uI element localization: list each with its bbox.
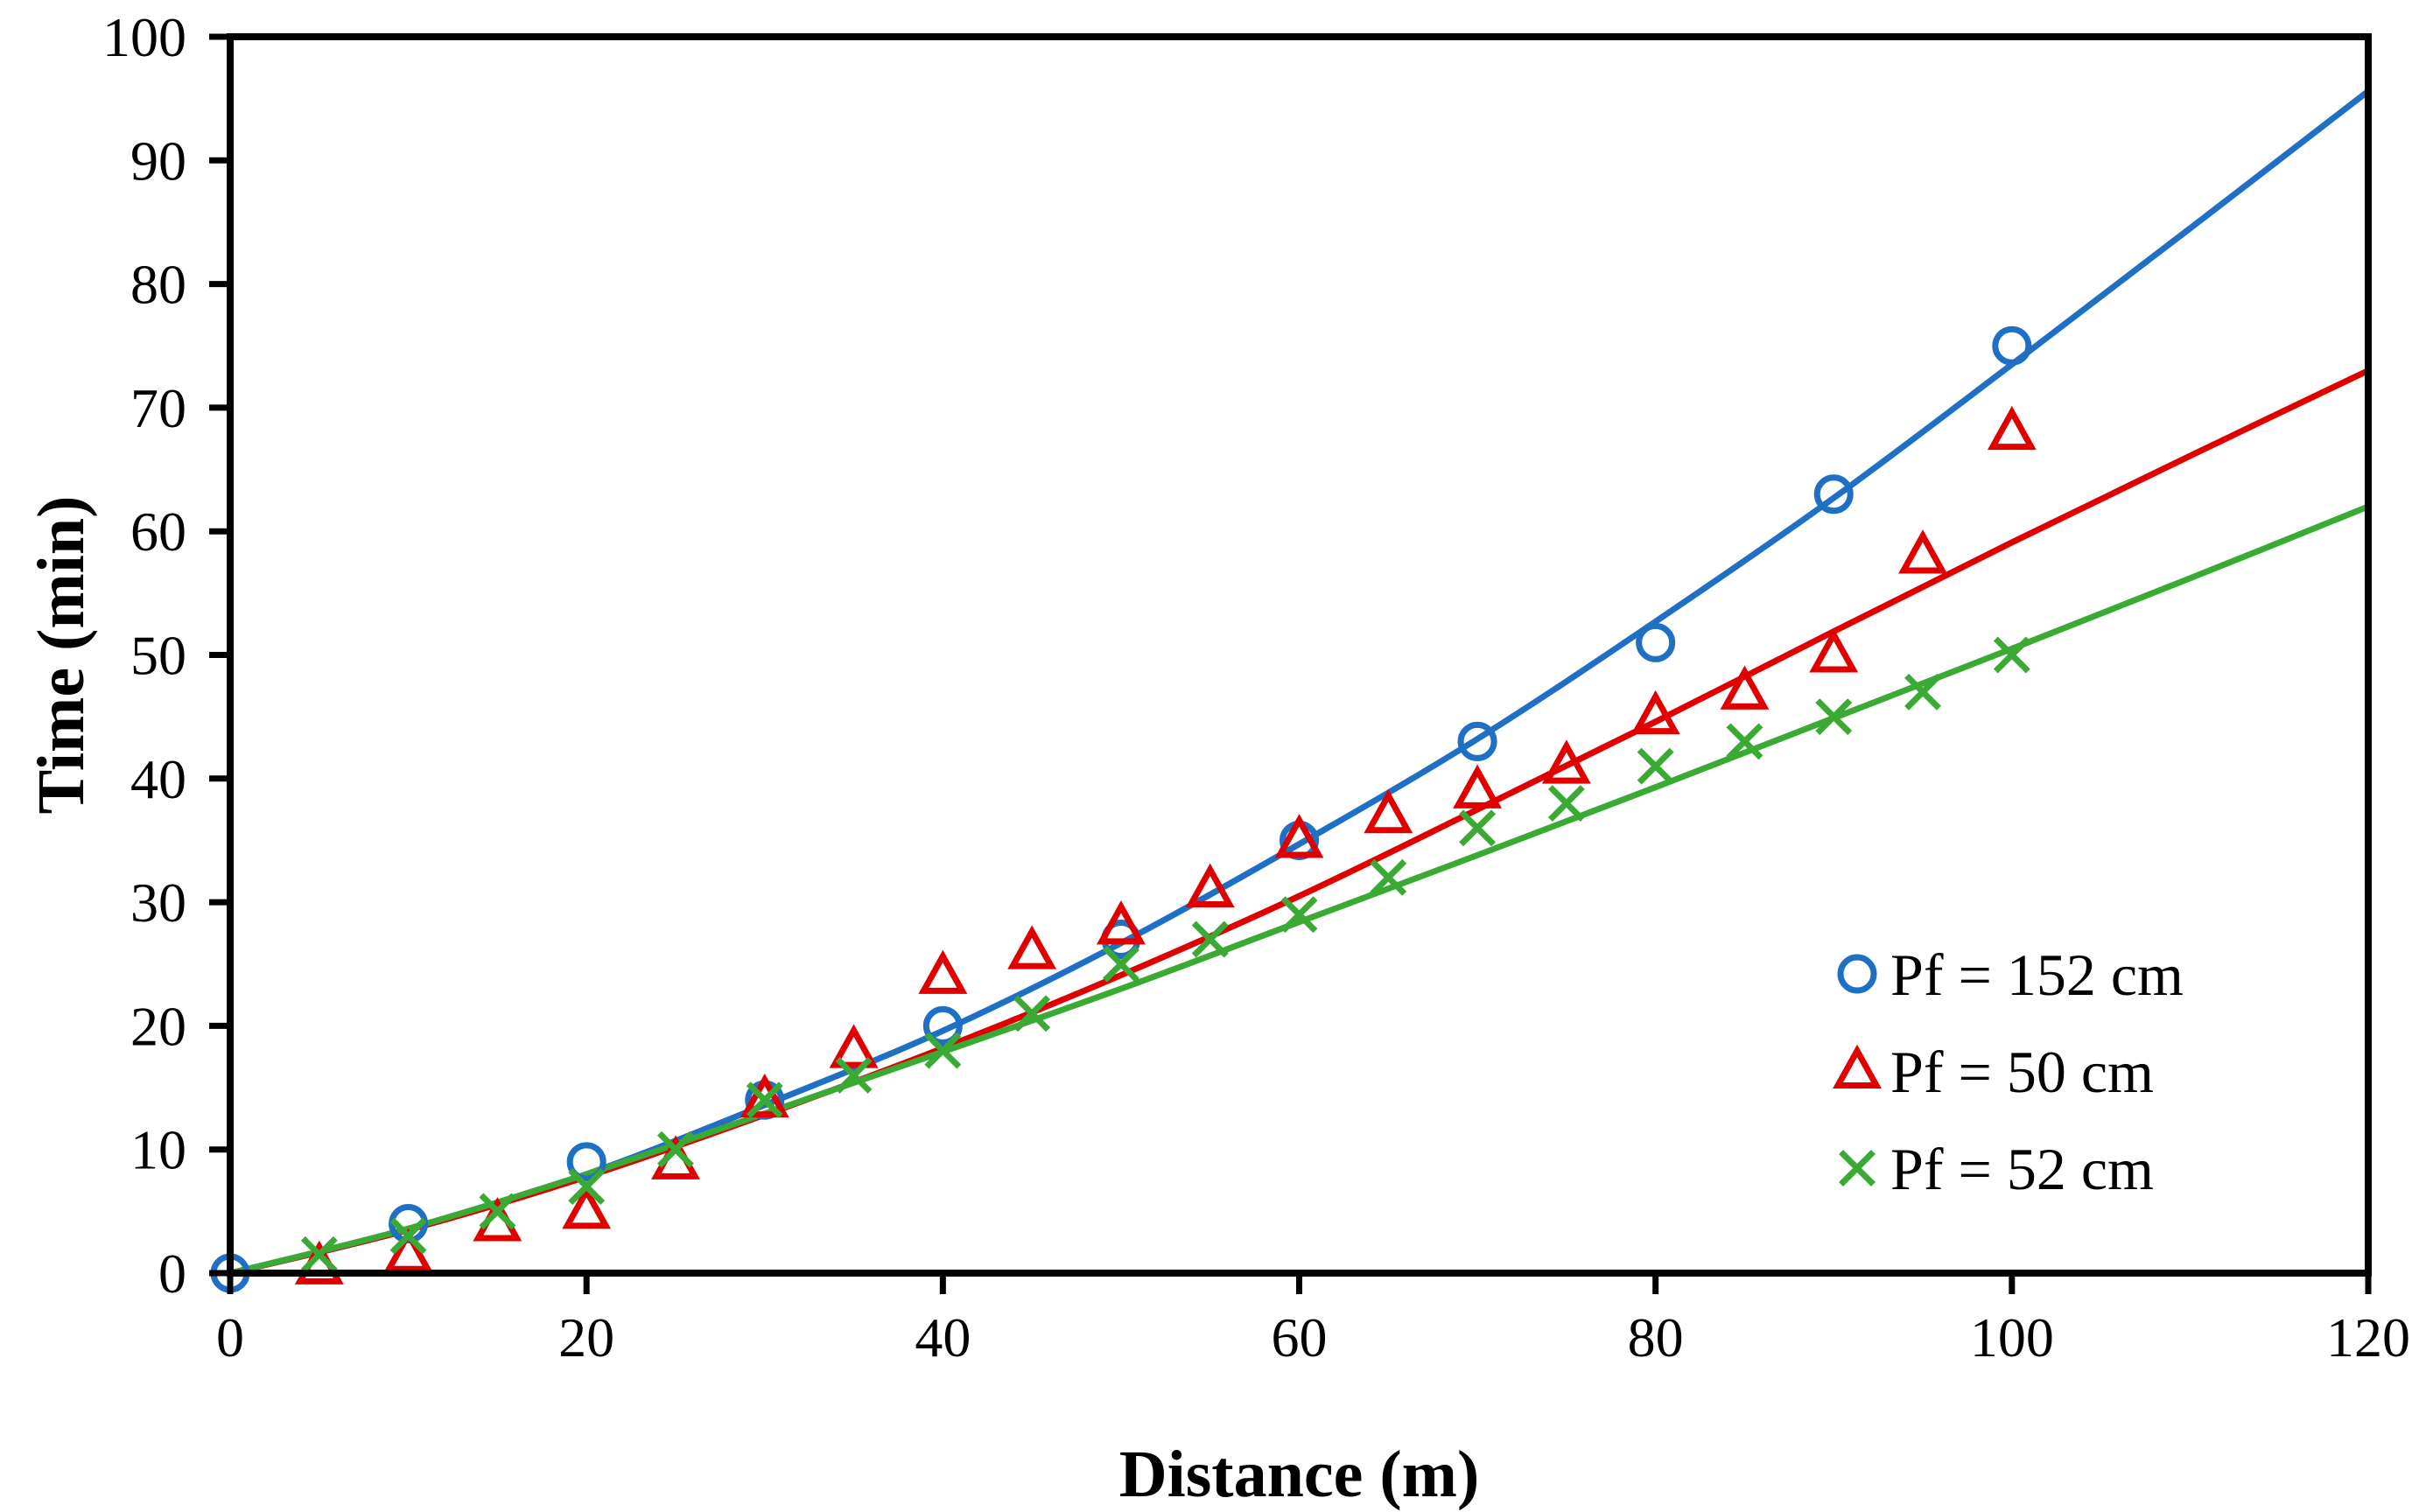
point-pf-152-cm <box>1636 622 1676 662</box>
legend-marker-pf-152 <box>1837 954 1877 994</box>
point-pf-50-cm <box>918 949 968 994</box>
point-pf-52-cm <box>1637 747 1674 785</box>
y-tick-label: 50 <box>130 625 186 687</box>
point-pf-52-cm <box>1993 636 2030 674</box>
point-pf-52-cm <box>746 1082 783 1119</box>
point-pf-50-cm <box>562 1185 612 1229</box>
data-markers <box>210 326 2037 1293</box>
point-pf-52-cm <box>1370 858 1407 896</box>
legend-label-pf-52: Pf = 52 cm <box>1890 1136 2154 1202</box>
y-tick-label: 100 <box>102 6 186 68</box>
point-pf-52-cm <box>1191 920 1229 958</box>
point-pf-52-cm <box>568 1168 606 1206</box>
y-tick-label: 40 <box>130 748 186 810</box>
y-tick-label: 10 <box>130 1119 186 1181</box>
point-pf-52-cm <box>1726 723 1763 760</box>
axis-ticks: 0 20 40 60 80 100 120 0 10 20 30 40 50 60 70 80 90 100 <box>102 6 2410 1368</box>
legend-label-pf-50: Pf = 50 cm <box>1890 1039 2154 1105</box>
x-tick-label: 0 <box>216 1306 244 1368</box>
point-pf-50-cm <box>1453 764 1503 808</box>
point-pf-52-cm <box>1102 945 1139 983</box>
y-tick-label: 0 <box>158 1242 186 1305</box>
point-pf-50-cm <box>1898 529 1947 574</box>
point-pf-52-cm <box>1013 995 1051 1032</box>
point-pf-50-cm <box>1987 405 2037 451</box>
point-pf-152-cm <box>1457 721 1497 761</box>
point-pf-50-cm <box>1630 690 1680 735</box>
x-axis-title: Distance (m) <box>1119 1438 1480 1511</box>
point-pf-52-cm <box>300 1236 338 1273</box>
y-axis-title: Time (min) <box>25 496 98 815</box>
point-pf-50-cm <box>1185 863 1235 907</box>
legend-marker-pf-52 <box>1839 1150 1876 1186</box>
point-pf-50-cm <box>1007 925 1057 970</box>
point-pf-50-cm <box>1541 739 1591 784</box>
point-pf-52-cm <box>389 1217 427 1255</box>
x-tick-label: 20 <box>558 1306 614 1368</box>
point-pf-152-cm <box>1992 326 2032 366</box>
legend-label-pf-152: Pf = 152 cm <box>1890 942 2184 1008</box>
point-pf-50-cm <box>1274 814 1324 858</box>
x-tick-label: 40 <box>915 1306 971 1368</box>
y-tick-label: 80 <box>130 254 186 316</box>
point-pf-152-cm <box>566 1142 607 1182</box>
point-pf-152-cm <box>1813 474 1854 514</box>
point-pf-152-cm <box>922 1005 963 1046</box>
point-pf-50-cm <box>1364 788 1413 834</box>
point-pf-52-cm <box>1459 809 1497 847</box>
x-tick-label: 60 <box>1272 1306 1328 1368</box>
point-pf-52-cm <box>835 1056 873 1094</box>
point-pf-52-cm <box>657 1130 694 1168</box>
x-tick-label: 80 <box>1628 1306 1684 1368</box>
point-pf-52-cm <box>479 1193 516 1230</box>
legend: Pf = 152 cm Pf = 50 cm Pf = 52 cm <box>1833 942 2184 1202</box>
y-tick-label: 90 <box>130 130 186 192</box>
point-pf-50-cm <box>383 1228 433 1272</box>
point-pf-52-cm <box>924 1032 962 1069</box>
point-pf-52-cm <box>1815 698 1853 736</box>
y-tick-label: 30 <box>130 872 186 934</box>
fit-line-pf-52-cm <box>227 503 2372 1277</box>
legend-marker-pf-50 <box>1833 1044 1882 1088</box>
x-tick-label: 100 <box>1970 1306 2054 1368</box>
legend-symbol-pf-50-cm <box>1833 1044 1882 1088</box>
legend-symbol-pf-52-cm <box>1839 1150 1876 1186</box>
point-pf-52-cm <box>1280 896 1318 934</box>
point-pf-52-cm <box>1904 673 1941 710</box>
legend-symbol-pf-152-cm <box>1837 954 1877 994</box>
point-pf-50-cm <box>829 1024 879 1068</box>
y-tick-label: 70 <box>130 377 186 439</box>
x-tick-label: 120 <box>2326 1306 2410 1368</box>
point-pf-50-cm <box>1720 665 1770 710</box>
y-tick-label: 60 <box>130 500 186 563</box>
y-tick-label: 20 <box>130 995 186 1057</box>
point-pf-50-cm <box>1809 628 1859 673</box>
point-pf-52-cm <box>1547 785 1585 822</box>
point-pf-50-cm <box>740 1073 789 1118</box>
point-pf-50-cm <box>1096 900 1146 945</box>
